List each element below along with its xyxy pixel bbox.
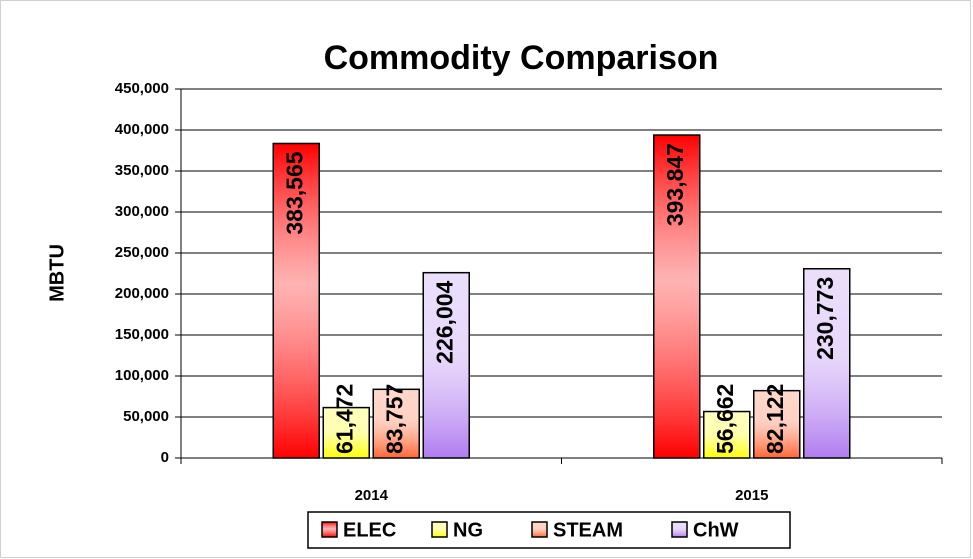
y-tick-label: 400,000 (115, 121, 169, 138)
y-tick-label: 450,000 (115, 80, 169, 97)
y-axis-title: MBTU (46, 244, 68, 302)
chart-title: Commodity Comparison (324, 39, 719, 77)
bar-shade (272, 142, 320, 459)
legend-swatch-shade (321, 521, 338, 538)
data-label: 56,662 (712, 384, 738, 454)
y-tick-label: 100,000 (115, 367, 169, 384)
bar-shade (803, 268, 851, 459)
data-label: 226,004 (431, 280, 457, 363)
bar-shade (372, 388, 420, 459)
bar-shade (322, 406, 370, 459)
y-tick-label: 250,000 (115, 244, 169, 261)
data-label: 82,122 (762, 384, 788, 454)
data-label: 383,565 (281, 151, 307, 234)
y-tick-label: 0 (161, 449, 169, 466)
x-tick-label: 2015 (735, 487, 768, 504)
data-label: 230,773 (812, 277, 838, 360)
legend-box (307, 511, 791, 549)
y-tick-label: 50,000 (123, 408, 169, 425)
data-label: 83,757 (381, 384, 407, 454)
legend-label: STEAM (553, 519, 623, 541)
data-label: 393,847 (662, 143, 688, 226)
legend-label: NG (453, 519, 483, 541)
legend-swatch-shade (431, 521, 448, 538)
bar-shade (703, 410, 751, 459)
y-tick-label: 350,000 (115, 162, 169, 179)
legend-swatch-shade (531, 521, 548, 538)
legend-label: ChW (693, 519, 739, 541)
y-tick-label: 200,000 (115, 285, 169, 302)
data-label: 61,472 (331, 384, 357, 454)
y-tick-label: 150,000 (115, 326, 169, 343)
legend-swatch-shade (671, 521, 688, 538)
y-tick-label: 300,000 (115, 203, 169, 220)
legend-label: ELEC (343, 519, 396, 541)
x-tick-label: 2014 (355, 487, 389, 504)
bar-shade (753, 389, 801, 459)
